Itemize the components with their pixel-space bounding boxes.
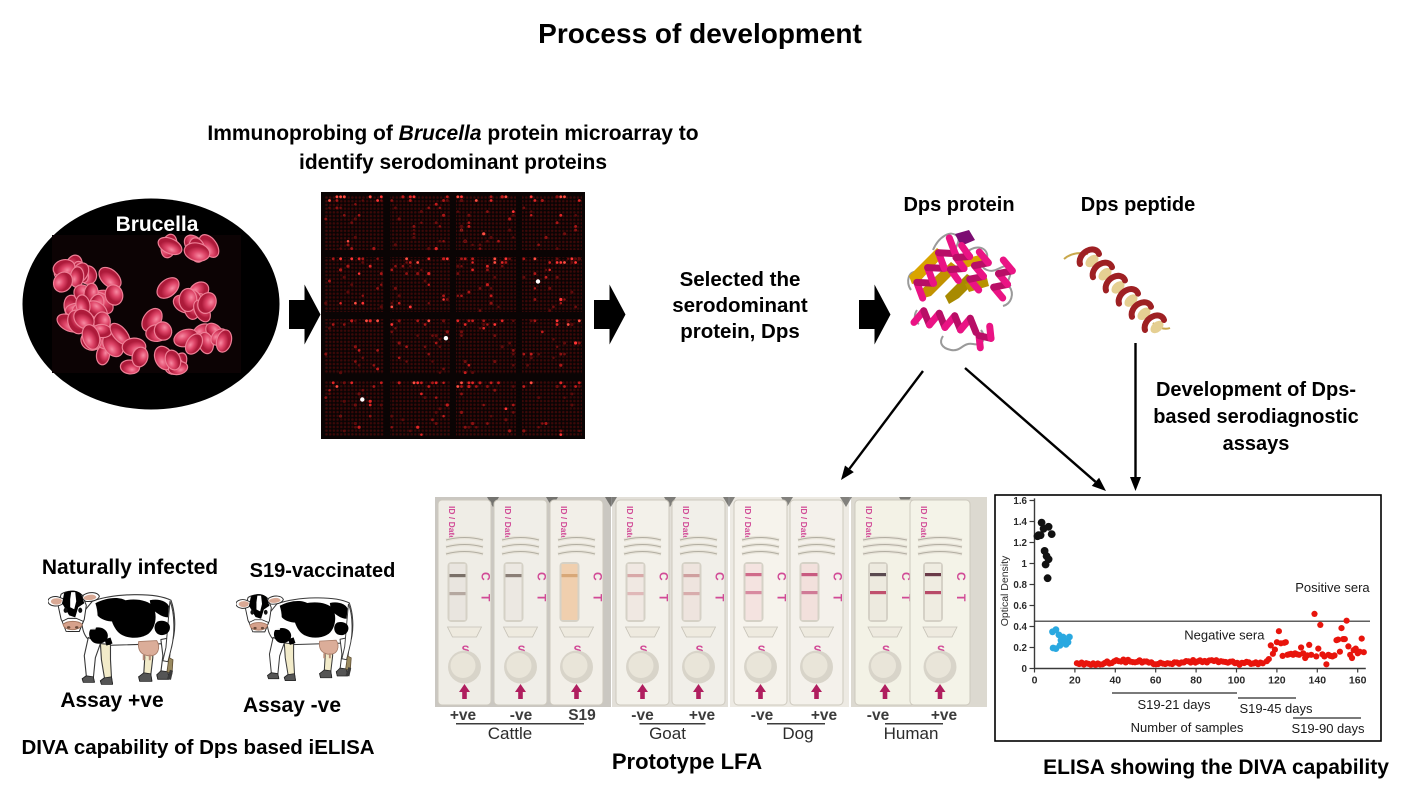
svg-text:Negative sera: Negative sera [1184, 628, 1265, 643]
svg-text:T: T [899, 594, 913, 602]
svg-text:1.2: 1.2 [1013, 538, 1027, 549]
svg-text:S19-45 days: S19-45 days [1240, 701, 1313, 716]
svg-text:80: 80 [1190, 675, 1202, 687]
svg-text:0: 0 [1032, 675, 1038, 687]
svg-text:S: S [882, 643, 890, 657]
svg-text:C: C [831, 572, 845, 581]
svg-text:S19-21 days: S19-21 days [1138, 697, 1211, 712]
svg-text:ID / Date: ID / Date [799, 506, 809, 540]
svg-text:T: T [713, 594, 727, 602]
svg-text:1: 1 [1022, 559, 1028, 570]
svg-text:ID / Date: ID / Date [743, 506, 753, 540]
svg-text:S19: S19 [568, 707, 596, 724]
svg-text:1.4: 1.4 [1013, 517, 1027, 528]
svg-text:60: 60 [1150, 675, 1162, 687]
svg-text:40: 40 [1109, 675, 1121, 687]
svg-text:Brucella: Brucella [116, 213, 199, 236]
svg-text:+ve: +ve [811, 707, 838, 724]
svg-text:C: C [713, 572, 727, 581]
svg-text:S: S [757, 643, 765, 657]
svg-text:0.2: 0.2 [1013, 643, 1027, 654]
svg-text:0: 0 [1022, 664, 1028, 675]
svg-text:120: 120 [1268, 675, 1286, 687]
svg-text:ID / Date: ID / Date [919, 506, 929, 540]
svg-text:Goat: Goat [649, 724, 686, 743]
svg-text:Number of samples: Number of samples [1131, 720, 1244, 735]
svg-text:160: 160 [1349, 675, 1367, 687]
svg-text:ID / Date: ID / Date [864, 506, 874, 540]
svg-text:S: S [813, 643, 821, 657]
svg-text:C: C [899, 572, 913, 581]
svg-text:S: S [695, 643, 703, 657]
svg-text:S: S [461, 643, 469, 657]
svg-text:S: S [517, 643, 525, 657]
svg-text:C: C [775, 572, 789, 581]
svg-text:-ve: -ve [510, 707, 533, 724]
svg-text:T: T [591, 594, 605, 602]
svg-text:ID / Date: ID / Date [503, 506, 513, 540]
svg-text:T: T [831, 594, 845, 602]
svg-text:20: 20 [1069, 675, 1081, 687]
svg-text:ID / Date: ID / Date [447, 506, 457, 540]
svg-text:+ve: +ve [689, 707, 716, 724]
svg-text:T: T [954, 594, 968, 602]
svg-text:Optical Density: Optical Density [999, 555, 1011, 626]
svg-text:1.6: 1.6 [1013, 496, 1027, 507]
svg-text:140: 140 [1309, 675, 1327, 687]
svg-text:C: C [657, 572, 671, 581]
svg-text:T: T [657, 594, 671, 602]
svg-text:Positive sera: Positive sera [1295, 580, 1370, 595]
svg-text:S: S [573, 643, 581, 657]
svg-text:0.6: 0.6 [1013, 601, 1027, 612]
svg-text:0.4: 0.4 [1013, 622, 1027, 633]
svg-text:Human: Human [884, 724, 939, 743]
svg-text:ID / Date: ID / Date [625, 506, 635, 540]
svg-text:C: C [954, 572, 968, 581]
svg-text:100: 100 [1228, 675, 1246, 687]
svg-text:S: S [639, 643, 647, 657]
svg-text:S19-90 days: S19-90 days [1292, 721, 1365, 736]
svg-text:ID / Date: ID / Date [681, 506, 691, 540]
svg-text:Dog: Dog [782, 724, 813, 743]
svg-text:-ve: -ve [631, 707, 654, 724]
svg-text:T: T [775, 594, 789, 602]
svg-text:+ve: +ve [450, 707, 477, 724]
svg-text:C: C [591, 572, 605, 581]
svg-text:ID / Date: ID / Date [559, 506, 569, 540]
svg-text:-ve: -ve [751, 707, 774, 724]
svg-text:Cattle: Cattle [488, 724, 532, 743]
svg-text:+ve: +ve [931, 707, 958, 724]
svg-text:T: T [535, 594, 549, 602]
svg-text:0.8: 0.8 [1013, 580, 1027, 591]
svg-text:C: C [479, 572, 493, 581]
svg-text:-ve: -ve [867, 707, 890, 724]
svg-text:T: T [479, 594, 493, 602]
svg-text:S: S [937, 643, 945, 657]
svg-text:C: C [535, 572, 549, 581]
